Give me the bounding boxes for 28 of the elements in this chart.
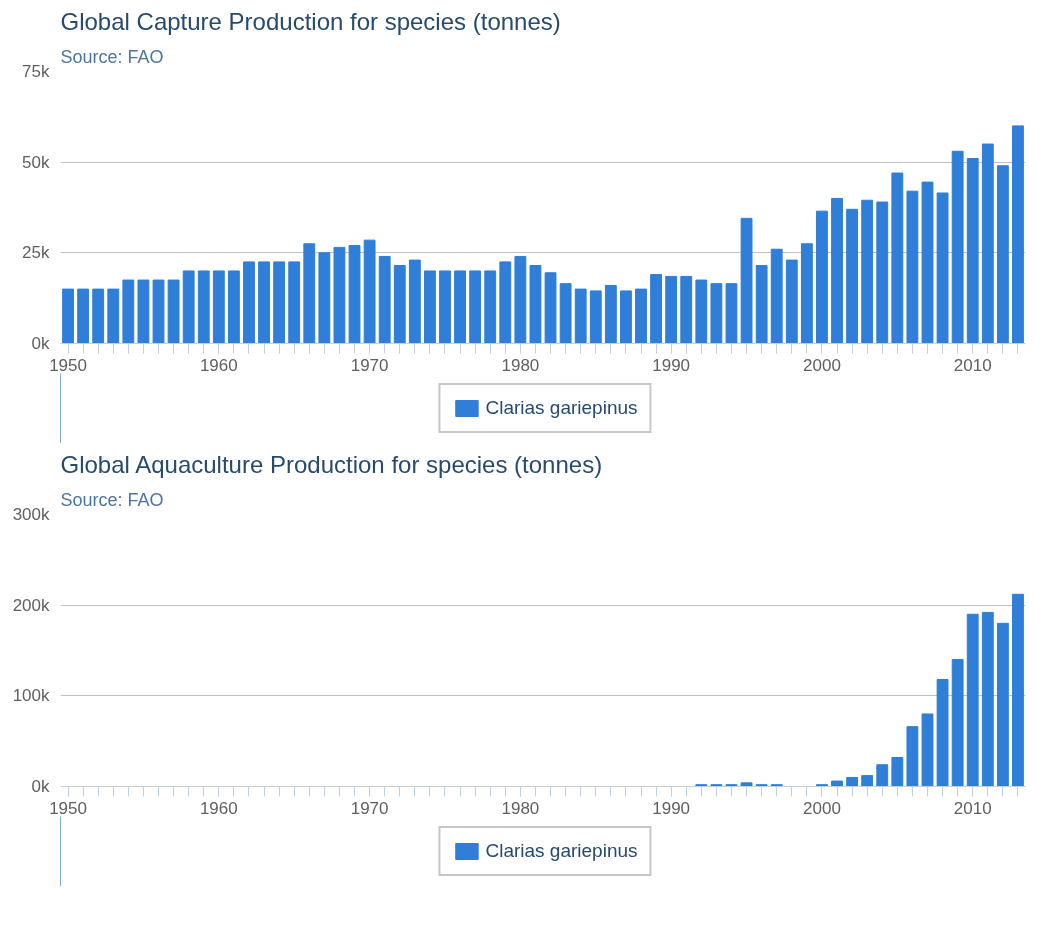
- x-tick-label: 2000: [803, 355, 841, 375]
- source-note: Source: FAO: [60, 489, 164, 510]
- x-tick-label: 1970: [350, 798, 389, 818]
- x-tick-label: 2000: [803, 798, 841, 818]
- chart-title: Global Aquaculture Production for species (tonnes): [60, 450, 603, 478]
- x-tick-label: 1970: [350, 355, 389, 375]
- x-tick-label: 1990: [652, 798, 691, 818]
- x-tick-label: 1950: [49, 798, 87, 818]
- x-tick-label: 1950: [49, 355, 87, 375]
- y-tick-label: 75k: [22, 62, 50, 81]
- source-note: Source: FAO: [60, 46, 164, 67]
- y-tick-label: 100k: [12, 686, 50, 706]
- x-tick-label: 1960: [199, 798, 238, 818]
- x-tick-label: 2010: [953, 798, 992, 818]
- x-tick-label: 2010: [953, 355, 992, 375]
- x-tick-label: 1980: [501, 355, 540, 375]
- y-tick-label: 50k: [22, 152, 50, 172]
- y-tick-label: 0k: [31, 334, 50, 353]
- x-tick-label: 1990: [652, 355, 691, 375]
- x-tick-label: 1960: [199, 355, 238, 375]
- legend-label: Clarias gariepinus: [485, 397, 638, 419]
- chart-title: Global Capture Production for species (tonnes): [60, 7, 561, 35]
- y-tick-label: 25k: [22, 243, 50, 263]
- legend-label: Clarias gariepinus: [485, 840, 638, 862]
- y-tick-label: 200k: [12, 595, 50, 615]
- x-tick-label: 1980: [501, 798, 540, 818]
- y-tick-label: 0k: [31, 777, 50, 796]
- y-tick-label: 300k: [12, 505, 50, 524]
